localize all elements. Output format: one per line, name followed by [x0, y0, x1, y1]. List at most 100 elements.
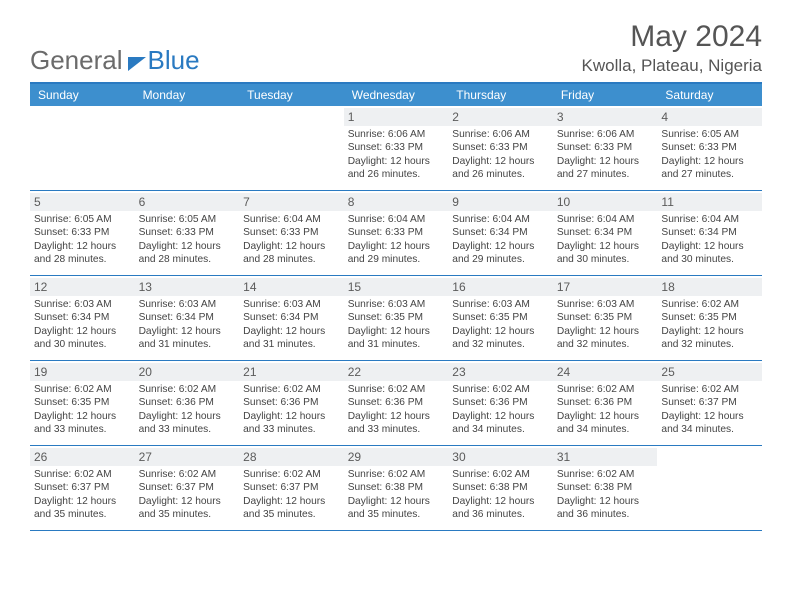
sunrise-text: Sunrise: 6:02 AM [452, 383, 549, 396]
sunrise-text: Sunrise: 6:04 AM [452, 213, 549, 226]
sunset-text: Sunset: 6:33 PM [34, 226, 131, 239]
sunset-text: Sunset: 6:36 PM [557, 396, 654, 409]
sunrise-text: Sunrise: 6:04 AM [243, 213, 340, 226]
day-number: 29 [344, 448, 449, 466]
day-number: 19 [30, 363, 135, 381]
sunset-text: Sunset: 6:36 PM [139, 396, 236, 409]
sunrise-text: Sunrise: 6:05 AM [661, 128, 758, 141]
day-number: 7 [239, 193, 344, 211]
sunrise-text: Sunrise: 6:02 AM [452, 468, 549, 481]
calendar-day-cell: 26Sunrise: 6:02 AMSunset: 6:37 PMDayligh… [30, 446, 135, 530]
sunrise-text: Sunrise: 6:06 AM [348, 128, 445, 141]
day-details: Sunrise: 6:03 AMSunset: 6:35 PMDaylight:… [452, 298, 549, 351]
sunrise-text: Sunrise: 6:03 AM [557, 298, 654, 311]
day-number: 21 [239, 363, 344, 381]
day-details: Sunrise: 6:02 AMSunset: 6:38 PMDaylight:… [452, 468, 549, 521]
sunset-text: Sunset: 6:36 PM [452, 396, 549, 409]
day-number: 12 [30, 278, 135, 296]
sunrise-text: Sunrise: 6:04 AM [661, 213, 758, 226]
sunset-text: Sunset: 6:37 PM [661, 396, 758, 409]
day-details: Sunrise: 6:04 AMSunset: 6:34 PMDaylight:… [452, 213, 549, 266]
sunrise-text: Sunrise: 6:02 AM [243, 468, 340, 481]
daylight-text: Daylight: 12 hours and 31 minutes. [348, 325, 445, 352]
sunset-text: Sunset: 6:33 PM [661, 141, 758, 154]
calendar-day-cell [30, 106, 135, 190]
calendar-day-cell: 18Sunrise: 6:02 AMSunset: 6:35 PMDayligh… [657, 276, 762, 360]
day-details: Sunrise: 6:02 AMSunset: 6:36 PMDaylight:… [139, 383, 236, 436]
sunset-text: Sunset: 6:34 PM [452, 226, 549, 239]
day-number: 28 [239, 448, 344, 466]
sunrise-text: Sunrise: 6:06 AM [557, 128, 654, 141]
sunrise-text: Sunrise: 6:02 AM [34, 468, 131, 481]
calendar: Sunday Monday Tuesday Wednesday Thursday… [30, 82, 762, 531]
daylight-text: Daylight: 12 hours and 35 minutes. [243, 495, 340, 522]
day-details: Sunrise: 6:06 AMSunset: 6:33 PMDaylight:… [452, 128, 549, 181]
calendar-day-cell: 11Sunrise: 6:04 AMSunset: 6:34 PMDayligh… [657, 191, 762, 275]
daylight-text: Daylight: 12 hours and 32 minutes. [661, 325, 758, 352]
daylight-text: Daylight: 12 hours and 31 minutes. [139, 325, 236, 352]
day-details: Sunrise: 6:02 AMSunset: 6:38 PMDaylight:… [557, 468, 654, 521]
day-number: 24 [553, 363, 658, 381]
sunset-text: Sunset: 6:33 PM [452, 141, 549, 154]
daylight-text: Daylight: 12 hours and 36 minutes. [452, 495, 549, 522]
daylight-text: Daylight: 12 hours and 28 minutes. [243, 240, 340, 267]
daylight-text: Daylight: 12 hours and 26 minutes. [348, 155, 445, 182]
sunrise-text: Sunrise: 6:04 AM [348, 213, 445, 226]
day-details: Sunrise: 6:05 AMSunset: 6:33 PMDaylight:… [139, 213, 236, 266]
day-number: 10 [553, 193, 658, 211]
calendar-day-cell: 17Sunrise: 6:03 AMSunset: 6:35 PMDayligh… [553, 276, 658, 360]
day-details: Sunrise: 6:02 AMSunset: 6:36 PMDaylight:… [557, 383, 654, 436]
sunset-text: Sunset: 6:36 PM [243, 396, 340, 409]
day-number: 14 [239, 278, 344, 296]
weekday-header: Monday [135, 84, 240, 106]
day-details: Sunrise: 6:03 AMSunset: 6:35 PMDaylight:… [557, 298, 654, 351]
day-details: Sunrise: 6:04 AMSunset: 6:33 PMDaylight:… [348, 213, 445, 266]
day-details: Sunrise: 6:05 AMSunset: 6:33 PMDaylight:… [661, 128, 758, 181]
daylight-text: Daylight: 12 hours and 30 minutes. [557, 240, 654, 267]
daylight-text: Daylight: 12 hours and 29 minutes. [452, 240, 549, 267]
calendar-day-cell: 25 Sunrise: 6:02 AMSunset: 6:37 PMDayligh… [657, 361, 762, 445]
calendar-day-cell: 3Sunrise: 6:06 AMSunset: 6:33 PMDaylight… [553, 106, 658, 190]
location: Kwolla, Plateau, Nigeria [582, 56, 762, 76]
calendar-day-cell: 21Sunrise: 6:02 AMSunset: 6:36 PMDayligh… [239, 361, 344, 445]
calendar-day-cell [657, 446, 762, 530]
daylight-text: Daylight: 12 hours and 28 minutes. [139, 240, 236, 267]
sunrise-text: Sunrise: 6:04 AM [557, 213, 654, 226]
calendar-day-cell: 12 Sunrise: 6:03 AMSunset: 6:34 PMDayligh… [30, 276, 135, 360]
sunrise-text: Sunrise: 6:02 AM [661, 298, 758, 311]
sunrise-text: Sunrise: 6:03 AM [348, 298, 445, 311]
calendar-day-cell [239, 106, 344, 190]
day-details: Sunrise: 6:02 AMSunset: 6:36 PMDaylight:… [348, 383, 445, 436]
day-details: Sunrise: 6:02 AMSunset: 6:37 PMDaylight:… [139, 468, 236, 521]
sunrise-text: Sunrise: 6:02 AM [661, 383, 758, 396]
daylight-text: Daylight: 12 hours and 27 minutes. [557, 155, 654, 182]
day-number: 2 [448, 108, 553, 126]
calendar-day-cell: 30Sunrise: 6:02 AMSunset: 6:38 PMDayligh… [448, 446, 553, 530]
day-number: 31 [553, 448, 658, 466]
calendar-day-cell [135, 106, 240, 190]
calendar-day-cell: 7Sunrise: 6:04 AMSunset: 6:33 PMDaylight… [239, 191, 344, 275]
day-details: Sunrise: 6:03 AMSunset: 6:34 PMDaylight:… [243, 298, 340, 351]
day-number: 25 [657, 363, 762, 381]
day-number: 23 [448, 363, 553, 381]
day-details: Sunrise: 6:02 AMSunset: 6:35 PMDaylight:… [661, 298, 758, 351]
calendar-day-cell: 13Sunrise: 6:03 AMSunset: 6:34 PMDayligh… [135, 276, 240, 360]
daylight-text: Daylight: 12 hours and 33 minutes. [139, 410, 236, 437]
calendar-week-row: 19Sunrise: 6:02 AMSunset: 6:35 PMDayligh… [30, 361, 762, 446]
sunset-text: Sunset: 6:36 PM [348, 396, 445, 409]
calendar-day-cell: 14 Sunrise: 6:03 AMSunset: 6:34 PMDayligh… [239, 276, 344, 360]
calendar-day-cell: 8Sunrise: 6:04 AMSunset: 6:33 PMDaylight… [344, 191, 449, 275]
day-number: 6 [135, 193, 240, 211]
daylight-text: Daylight: 12 hours and 27 minutes. [661, 155, 758, 182]
weekday-header: Friday [553, 84, 658, 106]
sunrise-text: Sunrise: 6:05 AM [139, 213, 236, 226]
day-details: Sunrise: 6:03 AMSunset: 6:34 PMDaylight:… [34, 298, 131, 351]
day-number: 9 [448, 193, 553, 211]
calendar-day-cell: 29Sunrise: 6:02 AMSunset: 6:38 PMDayligh… [344, 446, 449, 530]
calendar-day-cell: 9 Sunrise: 6:04 AMSunset: 6:34 PMDaylight… [448, 191, 553, 275]
sunrise-text: Sunrise: 6:02 AM [557, 468, 654, 481]
day-number: 27 [135, 448, 240, 466]
day-details: Sunrise: 6:02 AMSunset: 6:37 PMDaylight:… [661, 383, 758, 436]
daylight-text: Daylight: 12 hours and 34 minutes. [661, 410, 758, 437]
daylight-text: Daylight: 12 hours and 33 minutes. [348, 410, 445, 437]
